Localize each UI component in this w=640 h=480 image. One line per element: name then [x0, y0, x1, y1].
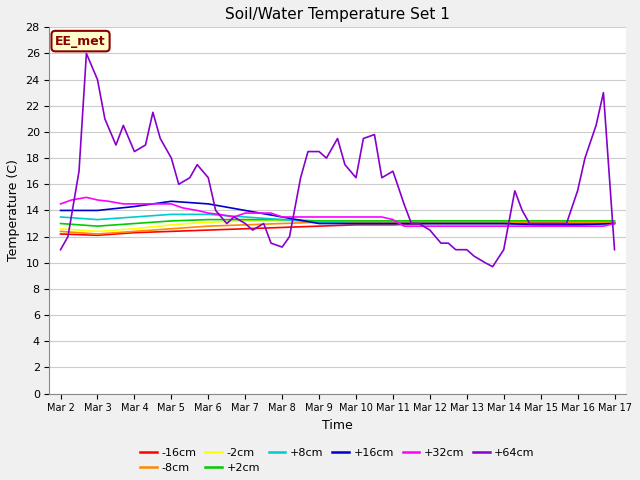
- Y-axis label: Temperature (C): Temperature (C): [7, 159, 20, 262]
- X-axis label: Time: Time: [322, 419, 353, 432]
- Text: EE_met: EE_met: [55, 35, 106, 48]
- Title: Soil/Water Temperature Set 1: Soil/Water Temperature Set 1: [225, 7, 450, 22]
- Legend: -16cm, -8cm, -2cm, +2cm, +8cm, +16cm, +32cm, +64cm: -16cm, -8cm, -2cm, +2cm, +8cm, +16cm, +3…: [136, 443, 540, 478]
